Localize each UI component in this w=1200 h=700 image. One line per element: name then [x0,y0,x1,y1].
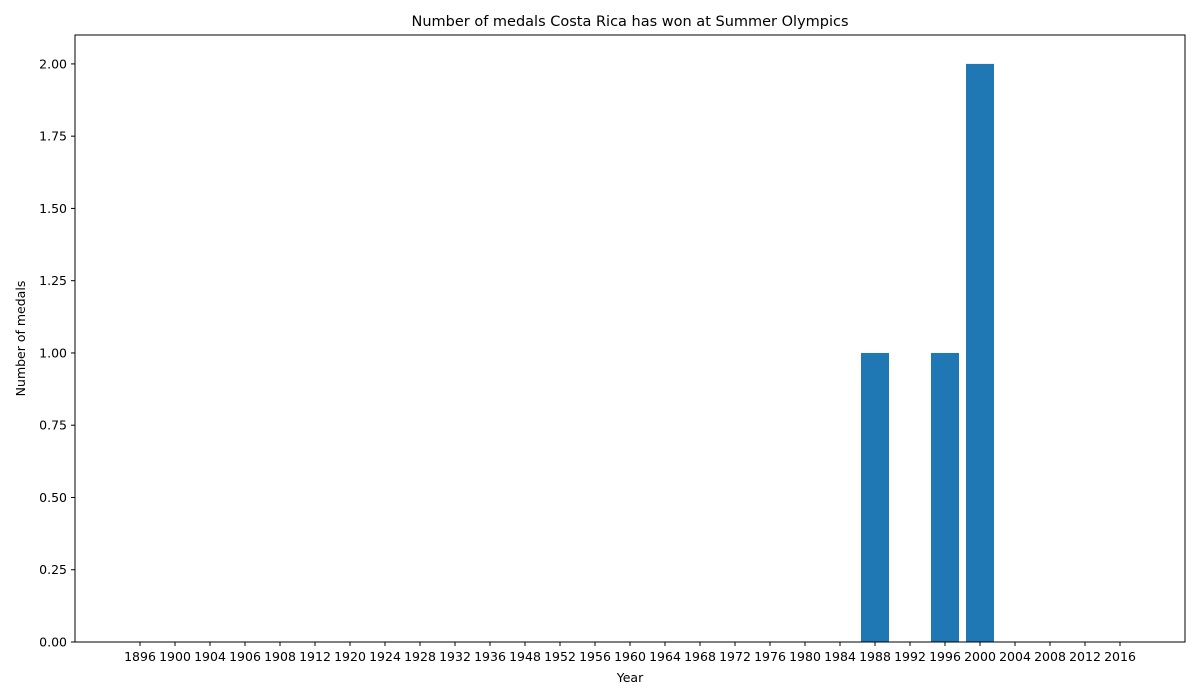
x-tick-label-1976: 1976 [754,649,786,664]
x-tick-label-2008: 2008 [1034,649,1066,664]
y-tick-label-0.50: 0.50 [39,490,67,505]
bar-1988 [861,352,889,642]
y-tick-label-0.75: 0.75 [39,418,67,433]
x-tick-label-1956: 1956 [579,649,611,664]
x-tick-label-1932: 1932 [439,649,471,664]
x-tick-label-1984: 1984 [824,649,856,664]
bar-2000 [966,63,994,642]
x-tick-label-1972: 1972 [719,649,751,664]
x-tick-label-1908: 1908 [264,649,296,664]
y-ticks-group: 0.00 0.25 0.50 0.75 1.00 1.25 1.50 1.75 2.00 [39,56,75,650]
x-tick-label-1924: 1924 [369,649,401,664]
x-tick-label-2016: 2016 [1104,649,1136,664]
bar-1996 [931,352,959,642]
x-tick-label-1988: 1988 [859,649,891,664]
x-tick-label-1896: 1896 [124,649,156,664]
y-tick-label-1.75: 1.75 [39,129,67,144]
x-ticks-group: 1896 1900 1904 1906 1908 1912 1920 1924 1928 1932… [124,642,1136,664]
y-tick-label-1.25: 1.25 [39,273,67,288]
x-tick-label-1906: 1906 [229,649,261,664]
x-tick-label-1948: 1948 [509,649,541,664]
x-tick-label-1968: 1968 [684,649,716,664]
y-tick-label-0.25: 0.25 [39,562,67,577]
y-tick-label-0.00: 0.00 [39,635,67,650]
x-tick-label-1900: 1900 [159,649,191,664]
x-tick-label-1996: 1996 [929,649,961,664]
chart-title: Number of medals Costa Rica has won at S… [411,14,848,30]
y-tick-label-1.00: 1.00 [39,345,67,360]
x-tick-label-2000: 2000 [964,649,996,664]
x-tick-label-1960: 1960 [614,649,646,664]
y-tick-label-2.00: 2.00 [39,56,67,71]
x-tick-label-2012: 2012 [1069,649,1101,664]
x-tick-label-1952: 1952 [544,649,576,664]
bars-group [861,63,994,642]
plot-frame [74,34,1186,643]
x-axis-label: Year [616,670,644,685]
y-tick-label-1.50: 1.50 [39,201,67,216]
x-tick-label-1912: 1912 [299,649,331,664]
x-tick-label-1904: 1904 [194,649,226,664]
x-tick-label-1964: 1964 [649,649,681,664]
x-tick-label-1920: 1920 [334,649,366,664]
x-tick-label-1980: 1980 [789,649,821,664]
y-axis-label: Number of medals [13,281,28,397]
x-tick-label-1936: 1936 [474,649,506,664]
x-tick-label-1928: 1928 [404,649,436,664]
x-tick-label-1992: 1992 [894,649,926,664]
x-tick-label-2004: 2004 [999,649,1031,664]
